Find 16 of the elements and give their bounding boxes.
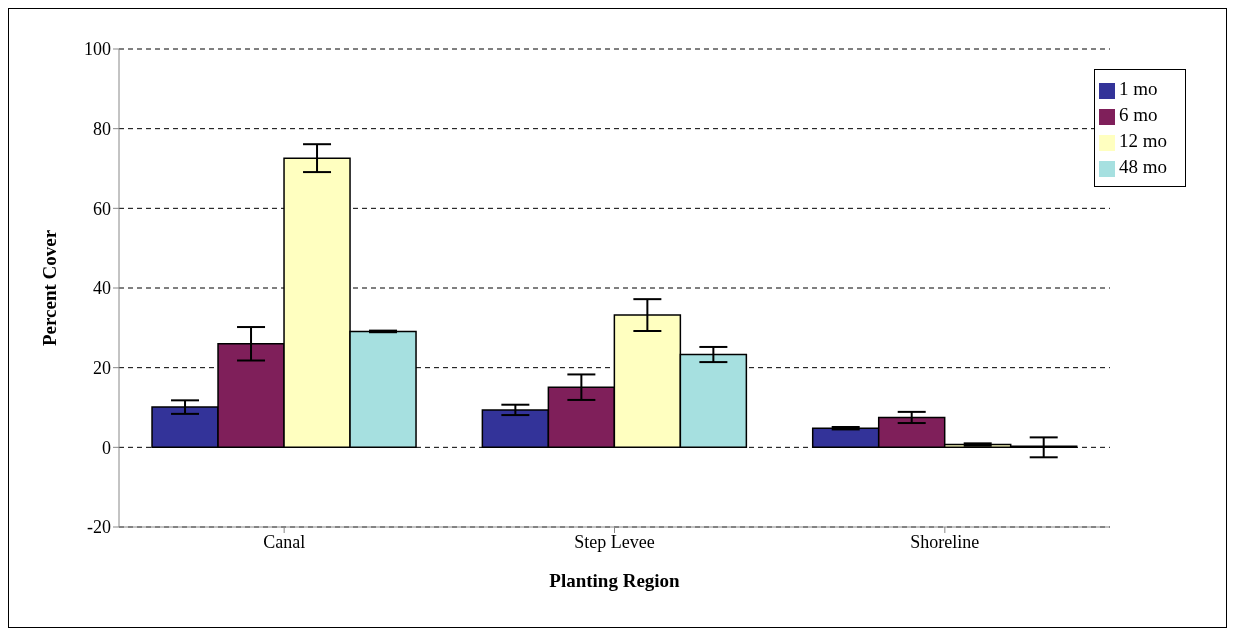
y-tick-label: 80 — [93, 119, 111, 140]
legend-label: 1 mo — [1119, 78, 1158, 99]
legend-label: 12 mo — [1119, 130, 1168, 151]
x-axis-title: Planting Region — [549, 570, 681, 591]
y-tick-label: 60 — [93, 198, 111, 219]
y-tick-label: -20 — [87, 517, 111, 538]
legend-label: 48 mo — [1119, 156, 1168, 177]
x-tick-label: Shoreline — [910, 531, 980, 552]
y-tick-label: 40 — [93, 278, 111, 299]
y-tick-label: 100 — [84, 39, 111, 60]
y-tick-label: 0 — [102, 437, 111, 458]
x-tick-label: Step Levee — [574, 531, 655, 552]
x-tick-label: Canal — [263, 531, 306, 552]
y-tick-label: 20 — [93, 358, 111, 379]
y-axis-title: Percent Cover — [38, 229, 60, 347]
legend-label: 6 mo — [1119, 104, 1158, 125]
